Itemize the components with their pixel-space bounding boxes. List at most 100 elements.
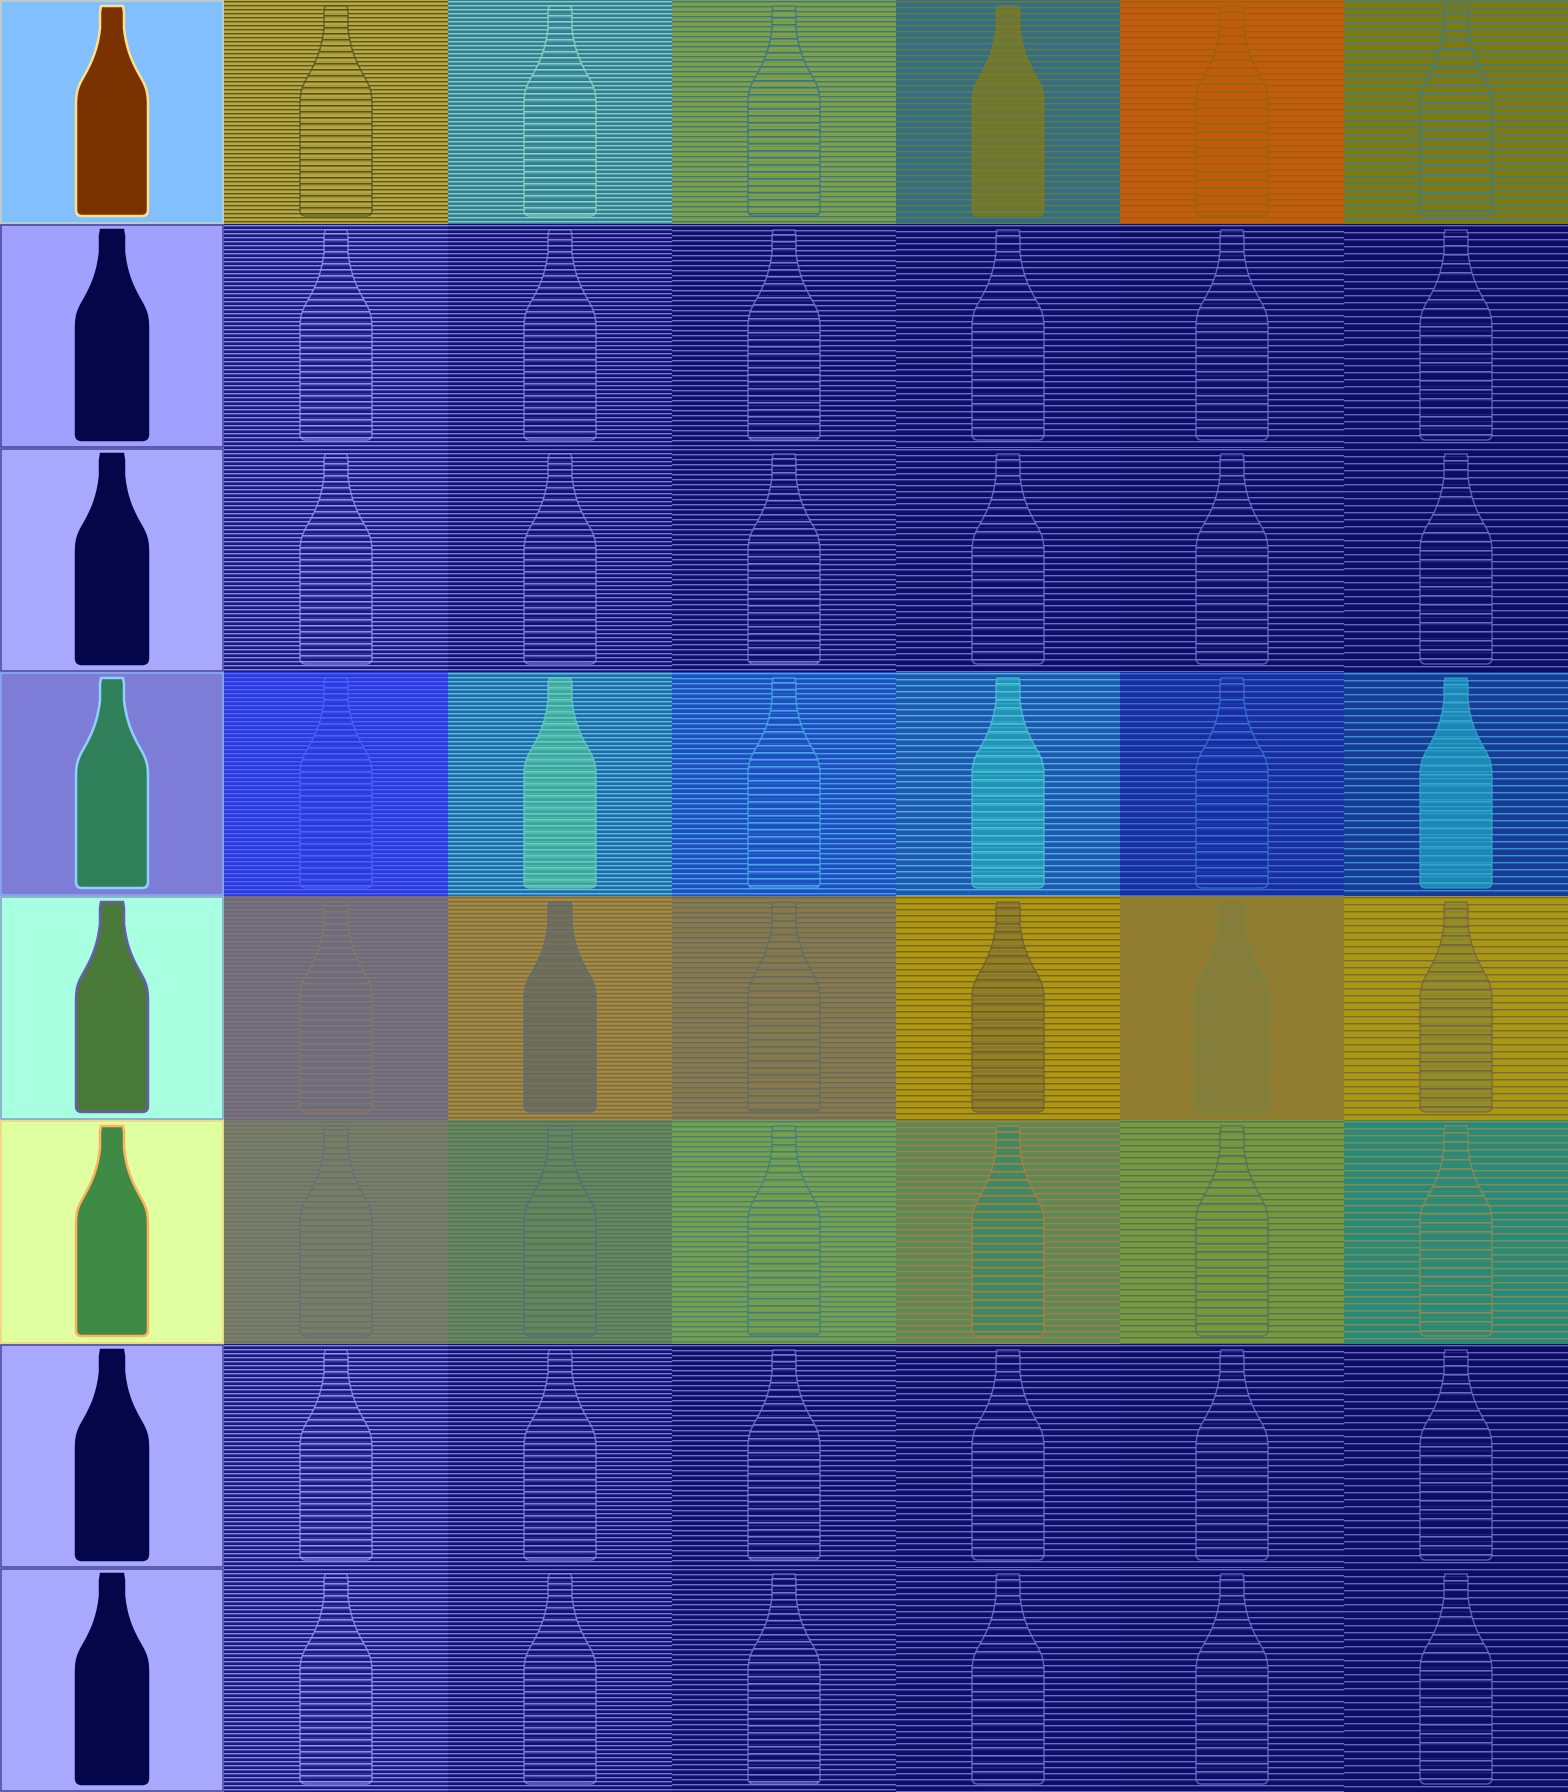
bottle-outline [1419, 1125, 1493, 1337]
feature-map-image [1120, 448, 1344, 672]
bottle-outline [299, 453, 373, 665]
bottle-outline [523, 453, 597, 665]
bottle-outline [747, 1573, 821, 1785]
feature-map-cell [448, 1344, 672, 1568]
feature-map-cell [448, 448, 672, 672]
cell-border [0, 672, 224, 896]
feature-map-cell [1120, 896, 1344, 1120]
feature-map-cell [224, 224, 448, 448]
bottle-outline [1195, 677, 1269, 889]
bottle-region [748, 6, 820, 216]
feature-map-cell [896, 896, 1120, 1120]
bottle-silhouette [74, 4, 150, 218]
feature-map-cell [672, 448, 896, 672]
bottle-outline [1195, 1349, 1269, 1561]
bottle-outline [523, 1573, 597, 1785]
bottle-outline [1195, 1125, 1269, 1337]
feature-map-cell [1344, 0, 1568, 224]
bottle-outline [971, 5, 1045, 217]
original-bottle-image [0, 896, 224, 1120]
original-bottle-image [0, 0, 224, 224]
feature-map-cell [224, 0, 448, 224]
bottle-outline [971, 901, 1045, 1113]
feature-map-image [896, 224, 1120, 448]
bottle-silhouette [74, 1348, 150, 1562]
bottle-outline [1419, 5, 1493, 217]
bottle-outline [747, 677, 821, 889]
feature-map-image [672, 224, 896, 448]
feature-map-cell [1344, 896, 1568, 1120]
feature-map-image [448, 672, 672, 896]
bottle-region [1196, 902, 1268, 1112]
bottle-outline [747, 901, 821, 1113]
bottle-outline [299, 1573, 373, 1785]
bottle-outline [971, 1125, 1045, 1337]
original-bottle-image [0, 1120, 224, 1344]
feature-map-cell [672, 672, 896, 896]
cell-border [0, 896, 224, 1120]
bottle-outline [299, 901, 373, 1113]
feature-map-image [448, 896, 672, 1120]
original-image-cell [0, 224, 224, 448]
feature-map-image [672, 0, 896, 224]
bottle-outline [1419, 1573, 1493, 1785]
bottle-outline [1195, 453, 1269, 665]
feature-map-cell [672, 0, 896, 224]
bottle-outline [1419, 453, 1493, 665]
feature-map-cell [448, 224, 672, 448]
feature-map-cell [672, 1120, 896, 1344]
feature-map-image [448, 224, 672, 448]
feature-map-image [448, 1344, 672, 1568]
original-image-cell [0, 1344, 224, 1568]
feature-map-cell [1120, 1120, 1344, 1344]
bottle-outline [1195, 901, 1269, 1113]
feature-map-cell [1120, 224, 1344, 448]
feature-map-image [672, 1568, 896, 1792]
bottle-outline [523, 1125, 597, 1337]
bottle-outline [971, 677, 1045, 889]
feature-map-image [224, 448, 448, 672]
cell-border [0, 1120, 224, 1344]
bottle-outline [523, 901, 597, 1113]
original-bottle-image [0, 672, 224, 896]
feature-map-cell [448, 672, 672, 896]
feature-map-cell [672, 1344, 896, 1568]
bottle-outline [971, 453, 1045, 665]
feature-map-cell [1344, 1568, 1568, 1792]
cell-border [0, 1568, 224, 1792]
feature-map-cell [1120, 1344, 1344, 1568]
bottle-outline [299, 677, 373, 889]
feature-map-image [224, 1568, 448, 1792]
feature-map-image [896, 1568, 1120, 1792]
feature-map-cell [672, 1568, 896, 1792]
feature-map-cell [896, 672, 1120, 896]
feature-map-cell [224, 448, 448, 672]
feature-map-image [1344, 0, 1568, 224]
cell-border [0, 224, 224, 448]
feature-map-cell [1344, 1344, 1568, 1568]
feature-map-image [672, 448, 896, 672]
feature-map-cell [1120, 672, 1344, 896]
feature-map-cell [1344, 224, 1568, 448]
feature-map-image [896, 896, 1120, 1120]
original-image-cell [0, 1568, 224, 1792]
feature-map-image [448, 1120, 672, 1344]
feature-map-image [896, 1344, 1120, 1568]
feature-map-cell [1120, 1568, 1344, 1792]
feature-map-cell [896, 224, 1120, 448]
original-bottle-image [0, 1344, 224, 1568]
feature-map-image [224, 0, 448, 224]
feature-map-cell [1344, 448, 1568, 672]
bottle-outline [1195, 1573, 1269, 1785]
feature-map-image [1120, 672, 1344, 896]
bottle-silhouette [74, 1572, 150, 1786]
feature-map-image [896, 1120, 1120, 1344]
feature-map-image [1344, 896, 1568, 1120]
feature-map-image [1120, 1568, 1344, 1792]
feature-map-cell [224, 1568, 448, 1792]
feature-map-image [672, 1344, 896, 1568]
feature-map-cell [896, 0, 1120, 224]
feature-map-image [448, 1568, 672, 1792]
feature-map-image [1344, 1344, 1568, 1568]
feature-map-image [672, 896, 896, 1120]
